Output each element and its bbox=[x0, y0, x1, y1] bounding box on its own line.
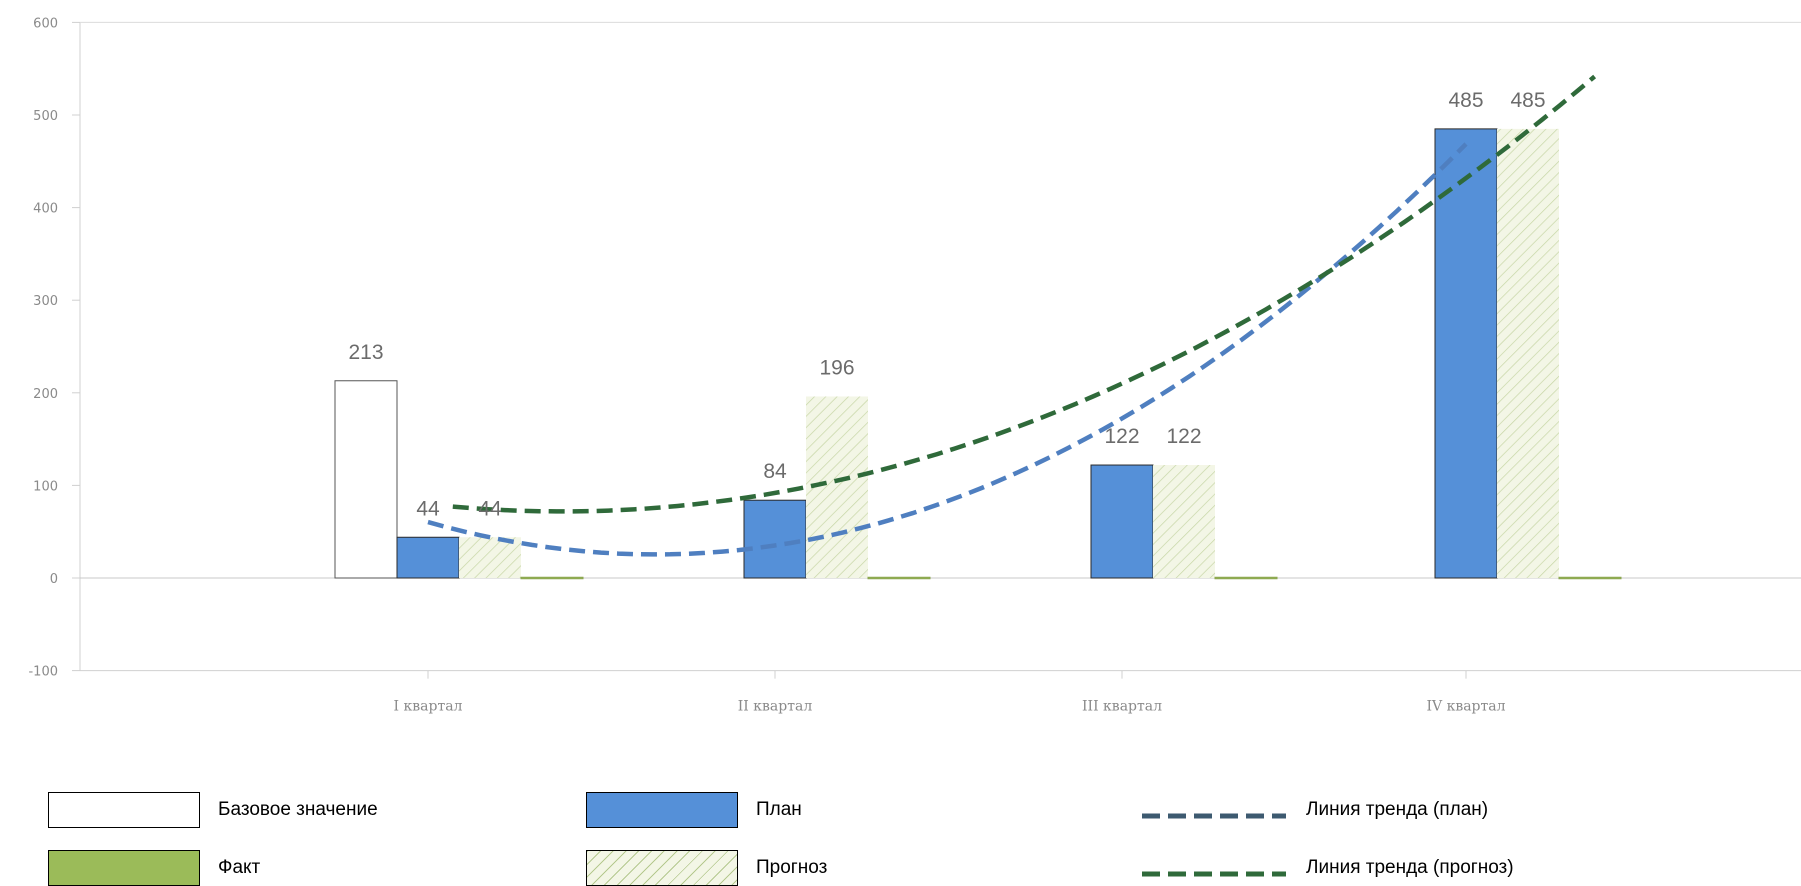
x-category-label: I квартал bbox=[394, 699, 463, 715]
y-tick-label: 100 bbox=[33, 479, 58, 494]
data-label: 84 bbox=[763, 460, 787, 483]
data-label: 122 bbox=[1104, 425, 1139, 448]
x-category-label: IV квартал bbox=[1426, 699, 1505, 715]
bar bbox=[743, 499, 807, 579]
data-label: 122 bbox=[1166, 425, 1201, 448]
data-label: 44 bbox=[478, 497, 502, 520]
bar bbox=[459, 537, 521, 578]
bar bbox=[396, 536, 460, 579]
bar bbox=[867, 576, 931, 580]
data-label: 485 bbox=[1510, 89, 1545, 112]
trend-line bbox=[427, 142, 1468, 557]
y-tick-label: 300 bbox=[33, 294, 58, 309]
y-tick-label: 200 bbox=[33, 387, 58, 402]
y-tick-label: 500 bbox=[33, 109, 58, 124]
y-tick-label: 0 bbox=[50, 572, 58, 587]
bar bbox=[520, 576, 584, 580]
chart-labels: -100 0 100 200 300 400 500 600 I квартал II кварт… bbox=[28, 16, 1545, 714]
data-label: 196 bbox=[819, 357, 854, 380]
trend-lines bbox=[427, 74, 1597, 557]
y-tick-label: 600 bbox=[33, 16, 58, 31]
trend-line bbox=[452, 74, 1597, 514]
bar bbox=[1214, 576, 1278, 580]
bar bbox=[1434, 128, 1498, 579]
data-label: 213 bbox=[348, 341, 383, 364]
chart-bars bbox=[334, 128, 1622, 580]
bar bbox=[334, 380, 398, 579]
x-category-label: II квартал bbox=[738, 699, 813, 715]
bar bbox=[1497, 128, 1559, 578]
data-label: 485 bbox=[1448, 89, 1483, 112]
data-label: 44 bbox=[416, 497, 440, 520]
y-tick-label: 400 bbox=[33, 202, 58, 217]
bar bbox=[1558, 576, 1622, 580]
bar bbox=[1090, 464, 1154, 579]
x-category-label: III квартал bbox=[1082, 699, 1162, 715]
bar bbox=[1153, 465, 1215, 578]
y-tick-label: -100 bbox=[28, 665, 58, 680]
